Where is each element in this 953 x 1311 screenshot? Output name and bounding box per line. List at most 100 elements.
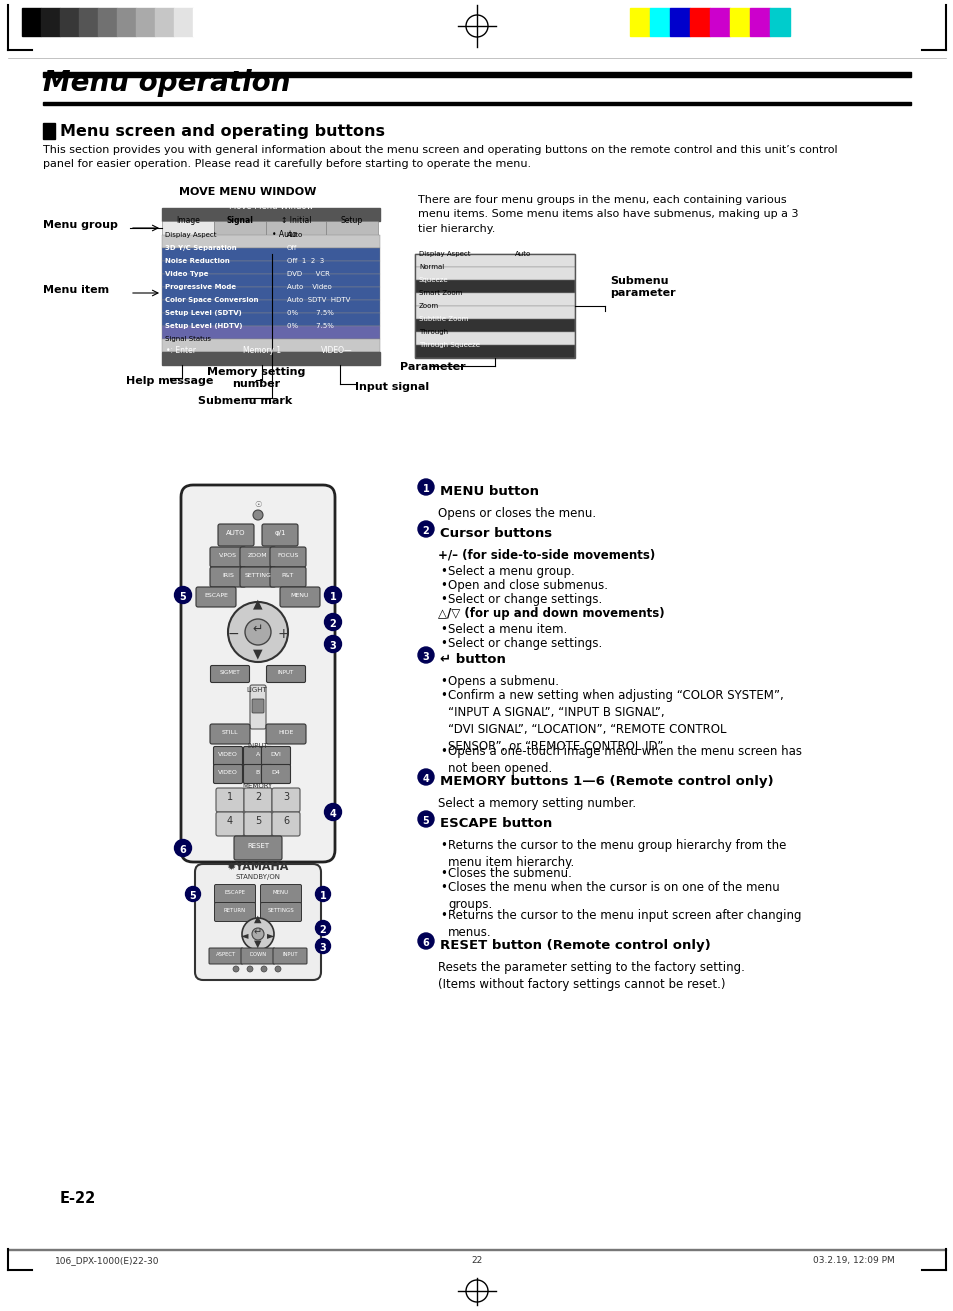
Text: Opens a one-touch image menu when the menu screen has
not been opened.: Opens a one-touch image menu when the me… [448,745,801,775]
Circle shape [261,966,267,971]
Text: ▼: ▼ [253,648,262,659]
Bar [689,8,709,35]
Text: MENU: MENU [273,890,289,895]
Bar [162,274,379,287]
Text: Auto: Auto [515,250,531,257]
Circle shape [247,966,253,971]
Circle shape [252,928,264,940]
Text: 4: 4 [227,815,233,826]
Text: ↵ button: ↵ button [439,653,505,666]
Bar [415,267,575,281]
Text: ☉: ☉ [254,499,261,509]
Bar [79,8,98,35]
Text: 1: 1 [422,484,429,494]
Text: 03.2.19, 12:09 PM: 03.2.19, 12:09 PM [812,1256,894,1265]
Bar [60,8,79,35]
Text: Menu item: Menu item [43,284,109,295]
Text: Closes the submenu.: Closes the submenu. [448,867,571,880]
Text: ↵: ↵ [253,623,263,636]
Text: SETTINGS: SETTINGS [268,909,294,912]
Text: 4: 4 [422,773,429,784]
Text: +/– (for side-to-side movements): +/– (for side-to-side movements) [437,549,655,562]
Text: •: • [439,579,446,593]
Text: Closes the menu when the cursor is on one of the menu
groups.: Closes the menu when the cursor is on on… [448,881,779,911]
FancyBboxPatch shape [260,885,301,903]
Circle shape [233,966,239,971]
Text: RESET button (Remote control only): RESET button (Remote control only) [439,939,710,952]
Bar [98,8,117,35]
Text: Image: Image [176,216,200,225]
Text: 3: 3 [319,943,326,953]
FancyBboxPatch shape [241,948,274,964]
Text: ►: ► [267,929,274,940]
Text: •: • [439,623,446,636]
Text: •: • [439,637,446,650]
Text: Auto    Video: Auto Video [287,284,332,290]
FancyBboxPatch shape [261,764,291,784]
Text: 2: 2 [254,792,261,802]
Text: STILL: STILL [221,730,238,735]
Bar [266,222,326,235]
Text: Through: Through [418,329,448,336]
Bar [162,300,379,313]
Text: INPUT: INPUT [282,952,297,957]
Text: •: • [439,690,446,701]
Bar [415,254,575,358]
Text: Memory 1: Memory 1 [243,346,281,355]
FancyBboxPatch shape [244,788,272,812]
Text: Zoom: Zoom [418,303,438,309]
Bar [326,222,377,235]
Text: ▲: ▲ [254,914,261,924]
Text: There are four menu groups in the menu, each containing various
menu items. Some: There are four menu groups in the menu, … [417,195,798,233]
FancyBboxPatch shape [244,812,272,836]
Text: ◄: ◄ [241,929,249,940]
Bar [415,345,575,358]
FancyBboxPatch shape [195,587,235,607]
FancyBboxPatch shape [240,547,275,566]
Bar [43,102,910,105]
FancyBboxPatch shape [214,885,255,903]
Text: 6: 6 [422,937,429,948]
FancyBboxPatch shape [210,566,246,587]
FancyBboxPatch shape [272,812,299,836]
Text: This section provides you with general information about the menu screen and ope: This section provides you with general i… [43,146,837,169]
Text: MEMORY: MEMORY [243,783,273,789]
Text: ↵: ↵ [253,927,262,937]
Circle shape [324,636,341,653]
FancyBboxPatch shape [209,948,243,964]
Bar [43,123,55,139]
Text: •: • [439,909,446,922]
Text: Through Squeeze: Through Squeeze [418,342,479,347]
Bar [162,208,379,222]
Circle shape [324,804,341,821]
Text: Off  1  2  3: Off 1 2 3 [287,258,324,264]
Circle shape [253,510,263,520]
Circle shape [174,839,192,856]
Text: 3D Y/C Separation: 3D Y/C Separation [165,245,236,250]
Text: VIDEO—: VIDEO— [321,346,353,355]
Text: Video Type: Video Type [165,271,209,277]
Circle shape [324,614,341,631]
Circle shape [417,812,434,827]
Bar [154,8,173,35]
Text: Submenu mark: Submenu mark [197,396,292,406]
Text: 3: 3 [283,792,289,802]
Text: 106_DPX-1000(E)22-30: 106_DPX-1000(E)22-30 [55,1256,159,1265]
Text: HIDE: HIDE [278,730,294,735]
Bar [162,235,379,248]
Text: 2: 2 [319,926,326,935]
FancyBboxPatch shape [213,746,242,766]
Bar [769,8,789,35]
FancyBboxPatch shape [233,836,282,860]
FancyBboxPatch shape [210,724,250,745]
FancyBboxPatch shape [266,666,305,683]
FancyBboxPatch shape [270,547,306,566]
Text: INPUT: INPUT [277,670,294,675]
Text: •: • [439,675,446,688]
Text: Open and close submenus.: Open and close submenus. [448,579,607,593]
Text: 5: 5 [190,891,196,901]
Circle shape [315,886,330,902]
Text: 5: 5 [422,815,429,826]
Text: Menu group: Menu group [43,220,118,229]
Bar [162,248,379,261]
